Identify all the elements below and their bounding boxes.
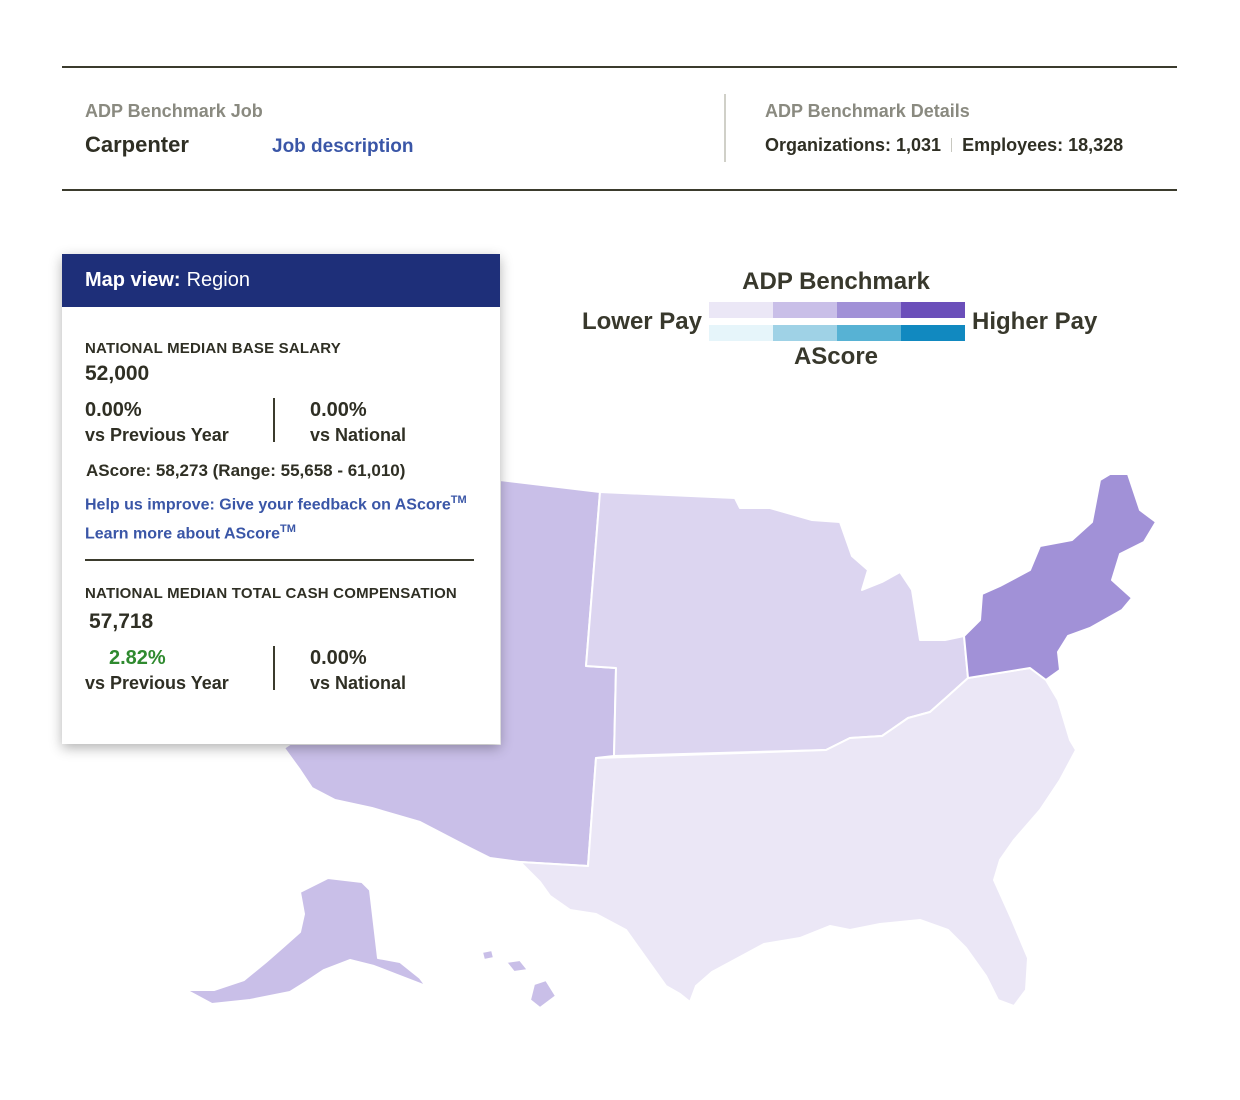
legend-ascore-scale [709,325,965,341]
legend-swatch [901,325,965,341]
legend-benchmark-scale [709,302,965,318]
region-hawaii-oahu[interactable] [481,949,495,961]
legend-swatch [773,325,837,341]
benchmark-details-stats: Organizations: 1,031 Employees: 18,328 [765,135,1123,156]
legend-swatch [901,302,965,318]
legend-higher-pay: Higher Pay [972,308,1098,335]
total-cash-value: 57,718 [89,610,154,633]
map-view-value: Region [186,269,250,291]
base-vs-nat-pct: 0.00% [310,399,367,421]
ascore-text: AScore: 58,273 (Range: 55,658 - 61,010) [86,461,406,480]
header-top-rule [62,66,1177,68]
base-stats-divider [273,398,275,442]
job-description-link[interactable]: Job description [272,136,414,157]
region-alaska[interactable] [185,877,427,1005]
base-vs-prev-pct: 0.00% [85,399,142,421]
organizations-count: Organizations: 1,031 [765,135,942,155]
panel-section-divider [85,559,474,561]
header-divider [724,94,726,162]
total-vs-nat-pct: 0.00% [310,647,367,669]
map-info-panel: Map view: Region NATIONAL MEDIAN BASE SA… [62,254,500,744]
legend-swatch [773,302,837,318]
total-vs-prev-label: vs Previous Year [85,673,229,693]
benchmark-job-caption: ADP Benchmark Job [85,101,263,121]
map-view-label: Map view: [85,269,181,291]
base-vs-prev-label: vs Previous Year [85,425,229,445]
legend-swatch [709,325,773,341]
total-cash-label: NATIONAL MEDIAN TOTAL CASH COMPENSATION [85,585,457,602]
total-vs-prev-pct: 2.82% [109,647,166,669]
learn-ascore-link[interactable]: Learn more about AScoreTM [85,523,296,543]
base-salary-value: 52,000 [85,362,150,385]
stats-separator [951,138,953,152]
total-vs-nat-label: vs National [310,673,407,693]
ascore-feedback-link[interactable]: Help us improve: Give your feedback on A… [85,494,467,514]
region-northeast[interactable] [963,473,1157,681]
legend-swatch [837,302,901,318]
legend-lower-pay: Lower Pay [581,308,702,335]
legend-ascore-label: AScore [793,343,879,370]
base-vs-nat-label: vs National [310,425,407,445]
region-hawaii-maui[interactable] [505,959,529,973]
region-hawaii-main[interactable] [529,979,557,1009]
legend-title: ADP Benchmark [742,268,930,295]
header-bottom-rule [62,189,1177,191]
benchmark-details-caption: ADP Benchmark Details [765,101,970,121]
legend-swatch [837,325,901,341]
base-salary-label: NATIONAL MEDIAN BASE SALARY [85,340,341,357]
employees-count: Employees: 18,328 [962,135,1124,155]
map-view-header[interactable]: Map view: Region [62,254,500,307]
total-stats-divider [273,646,275,690]
legend-swatch [709,302,773,318]
job-title: Carpenter [85,132,189,157]
